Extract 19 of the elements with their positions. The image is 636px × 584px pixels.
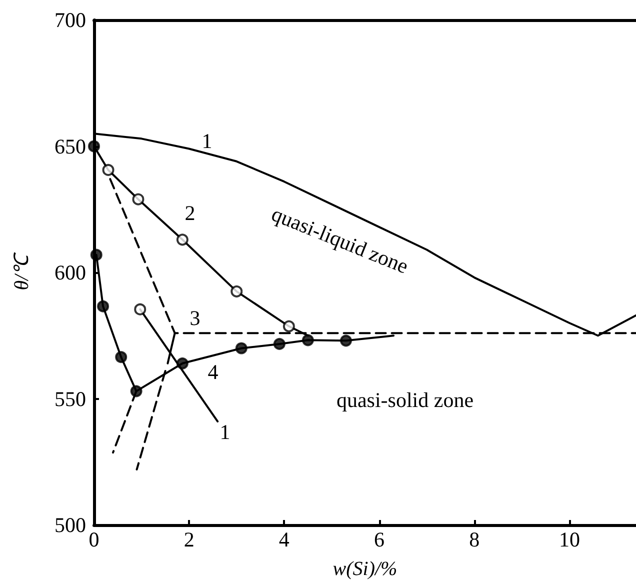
x-tick-label: 6: [374, 528, 385, 552]
y-tick-label: 500: [54, 513, 86, 537]
annotation: 1: [220, 420, 230, 444]
y-tick-label: 700: [54, 8, 86, 32]
x-tick-label: 4: [278, 528, 290, 552]
x-axis-title: w(Si)/%: [332, 558, 398, 580]
y-tick-label: 600: [54, 260, 86, 284]
x-tick-label: 0: [88, 528, 100, 552]
annotation: 1: [202, 129, 212, 153]
annotation: 2: [184, 201, 196, 225]
x-tick-label: 2: [184, 528, 194, 552]
x-tick-label: 10: [558, 528, 580, 552]
annotation: quasi-solid zone: [336, 388, 474, 412]
y-tick-label: 550: [54, 386, 86, 411]
annotation: 3: [190, 306, 200, 330]
x-tick-label: 8: [469, 528, 480, 552]
y-axis-title: θ/℃: [11, 252, 33, 290]
annotation: 4: [208, 360, 219, 384]
y-tick-label: 650: [54, 134, 86, 158]
